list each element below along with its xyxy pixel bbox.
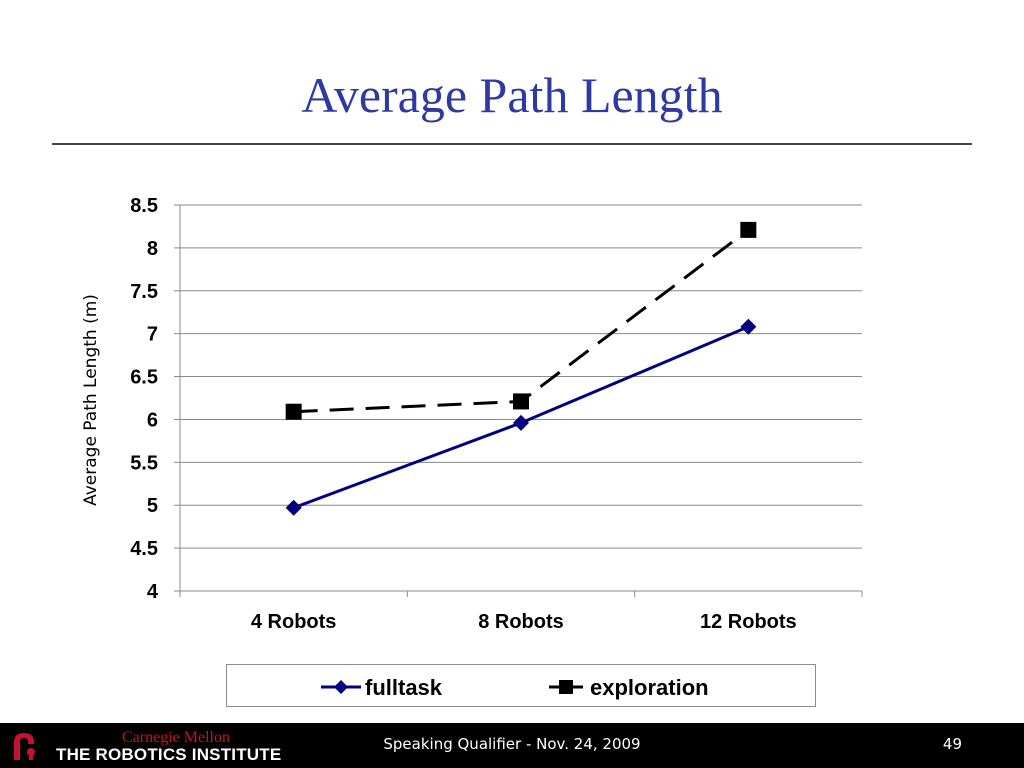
footer-bar: Carnegie Mellon THE ROBOTICS INSTITUTE S… xyxy=(0,723,1024,768)
footer-text: Speaking Qualifier - Nov. 24, 2009 xyxy=(383,735,641,753)
cmu-logo-icon xyxy=(14,733,35,760)
data-point-fulltask xyxy=(740,318,757,335)
y-tick-label: 5 xyxy=(147,495,158,517)
legend-marker-exploration xyxy=(559,680,573,694)
data-point-exploration xyxy=(513,393,529,410)
data-point-exploration xyxy=(285,403,302,420)
slide-title: Average Path Length xyxy=(301,67,723,123)
legend-label-exploration: exploration xyxy=(590,675,709,700)
legend-marker-fulltask xyxy=(334,680,348,694)
y-tick-label: 6.5 xyxy=(130,367,158,389)
x-tick-label: 8 Robots xyxy=(478,611,564,633)
legend-item-exploration: exploration xyxy=(549,675,709,700)
y-tick-label: 4.5 xyxy=(130,538,158,560)
title-divider xyxy=(52,143,972,145)
x-tick-labels: 4 Robots 8 Robots 12 Robots xyxy=(251,611,797,633)
y-tick-label: 8 xyxy=(147,238,158,260)
series xyxy=(285,221,757,516)
logo-university-name: Carnegie Mellon xyxy=(122,729,230,746)
legend-item-fulltask: fulltask xyxy=(321,675,443,700)
axes xyxy=(174,204,863,597)
y-tick-label: 5.5 xyxy=(130,452,158,474)
page-number: 49 xyxy=(942,735,962,753)
x-tick-label: 4 Robots xyxy=(251,611,337,633)
y-axis-label: Average Path Length (m) xyxy=(81,294,101,506)
y-tick-label: 7 xyxy=(147,324,158,346)
series-line-exploration xyxy=(293,228,750,414)
y-tick-labels: 4 4.5 5 5.5 6 6.5 7 7.5 8 8.5 xyxy=(130,195,159,603)
y-tick-label: 4 xyxy=(147,581,159,603)
data-point-exploration xyxy=(740,221,757,238)
x-tick-label: 12 Robots xyxy=(700,611,797,633)
line-chart: 4 4.5 5 5.5 6 6.5 7 7.5 8 8.5 4 Robots 8 Robots 12 … xyxy=(81,195,863,633)
data-point-fulltask xyxy=(285,499,302,516)
legend: fulltask exploration xyxy=(226,664,816,707)
y-tick-label: 8.5 xyxy=(130,195,158,217)
legend-label-fulltask: fulltask xyxy=(365,675,443,700)
y-tick-label: 7.5 xyxy=(130,281,158,303)
y-tick-label: 6 xyxy=(147,409,158,431)
data-point-fulltask xyxy=(513,414,529,431)
logo-institute-name: THE ROBOTICS INSTITUTE xyxy=(56,745,282,764)
